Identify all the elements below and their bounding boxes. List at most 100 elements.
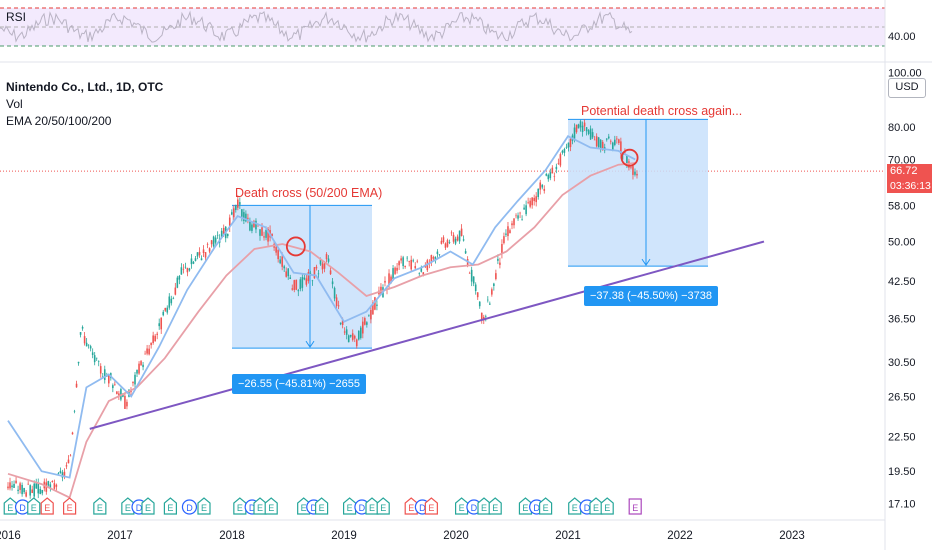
earnings-marker[interactable] <box>589 497 603 515</box>
measure-label-2018[interactable]: −26.55 (−45.81%) −2655 <box>232 374 367 394</box>
earnings-marker[interactable] <box>3 497 17 515</box>
marker-letter: E <box>572 503 578 513</box>
earnings-marker[interactable] <box>365 497 379 515</box>
candle-body <box>327 258 330 262</box>
candle-body <box>142 364 144 368</box>
earnings-marker[interactable] <box>93 497 107 515</box>
earnings-marker[interactable] <box>40 497 54 515</box>
candle-body <box>337 305 340 307</box>
legend-symbol[interactable]: Nintendo Co., Ltd., 1D, OTC <box>6 80 164 94</box>
earnings-marker[interactable] <box>455 497 469 515</box>
earnings-marker[interactable] <box>343 497 357 515</box>
earnings-marker[interactable] <box>539 497 553 515</box>
earnings-marker[interactable] <box>628 498 642 515</box>
candle-body <box>108 374 110 384</box>
death-cross-note[interactable]: Death cross (50/200 EMA) <box>235 186 383 200</box>
measure-label-2021[interactable]: −37.38 (−45.50%) −3738 <box>584 286 719 306</box>
earnings-marker[interactable] <box>376 497 390 515</box>
candle-body <box>343 331 346 333</box>
candle-body <box>349 334 352 337</box>
candle-body <box>212 236 215 247</box>
potential-cross-circle[interactable] <box>620 148 639 167</box>
earnings-marker[interactable] <box>518 497 533 515</box>
measure-2021-rect[interactable] <box>568 119 708 267</box>
earnings-marker[interactable] <box>264 497 278 515</box>
earnings-marker[interactable] <box>477 497 491 515</box>
rsi-label[interactable]: RSI <box>6 10 27 24</box>
candle-body <box>519 212 521 214</box>
candle-body <box>549 172 552 179</box>
earnings-marker[interactable] <box>233 497 247 515</box>
candle-body <box>317 273 320 275</box>
earnings-marker[interactable] <box>63 497 77 515</box>
candle-body <box>283 266 285 269</box>
y-tick-label: 19.50 <box>888 466 916 478</box>
candle-body <box>335 297 338 306</box>
candle-body <box>289 277 292 280</box>
dividend-marker[interactable] <box>181 499 198 515</box>
legend: Nintendo Co., Ltd., 1D, OTC Vol EMA 20/5… <box>6 80 163 128</box>
candle-body <box>468 272 471 274</box>
candle-body <box>513 218 515 226</box>
legend-ema[interactable]: EMA 20/50/100/200 <box>6 114 112 128</box>
death-cross-circle[interactable] <box>285 236 306 257</box>
legend-vol[interactable]: Vol <box>6 97 23 111</box>
candle-body <box>190 258 193 265</box>
ema-50-line[interactable] <box>7 135 636 479</box>
support-trendline[interactable] <box>89 240 765 430</box>
candle-body <box>220 230 223 238</box>
earnings-marker[interactable] <box>600 497 614 515</box>
candle-body <box>452 234 455 242</box>
candle-body <box>27 483 29 485</box>
candle-body <box>295 279 298 290</box>
candle-body <box>505 233 507 235</box>
candle-body <box>573 127 576 139</box>
candle-body <box>384 280 386 283</box>
earnings-marker[interactable] <box>163 497 177 515</box>
earnings-marker[interactable] <box>315 497 329 515</box>
marker-letter: E <box>408 503 414 513</box>
earnings-marker[interactable] <box>424 497 438 515</box>
candle-body <box>116 391 118 394</box>
candle-body <box>47 481 50 486</box>
candle-body <box>204 252 207 258</box>
earnings-marker[interactable] <box>404 497 418 515</box>
earnings-marker[interactable] <box>27 497 41 515</box>
potential-death-cross-note[interactable]: Potential death cross again... <box>581 104 743 118</box>
candle-body <box>464 251 467 254</box>
candle-body <box>77 361 80 364</box>
rsi-line <box>0 10 633 43</box>
candle-body <box>420 267 423 272</box>
earnings-marker[interactable] <box>488 497 502 515</box>
candle-body <box>222 227 225 235</box>
candle-body <box>456 236 459 241</box>
earnings-marker[interactable] <box>253 497 267 515</box>
candle-body <box>168 296 171 308</box>
earnings-marker[interactable] <box>197 497 211 515</box>
candle-body <box>440 240 443 244</box>
candle-body <box>178 275 181 280</box>
candle-body <box>15 480 17 484</box>
earnings-marker[interactable] <box>297 497 311 515</box>
marker-letter: E <box>237 503 243 513</box>
candle-body <box>71 432 74 435</box>
ema-200-line[interactable] <box>7 162 636 499</box>
earnings-marker[interactable] <box>141 497 155 515</box>
marker-letter: E <box>492 503 498 513</box>
candle-body <box>333 287 336 299</box>
candle-body <box>150 342 152 346</box>
marker-letter: E <box>67 503 73 513</box>
earnings-marker[interactable] <box>121 497 135 515</box>
candle-body <box>368 314 370 316</box>
candle-body <box>176 277 179 288</box>
candle-body <box>474 284 477 292</box>
earnings-marker[interactable] <box>568 497 582 515</box>
candle-body <box>180 267 183 275</box>
candle-body <box>287 268 290 277</box>
candle-body <box>33 483 36 497</box>
candle-body <box>261 227 263 236</box>
currency-tag[interactable]: USD <box>888 78 926 98</box>
candle-body <box>355 339 358 347</box>
